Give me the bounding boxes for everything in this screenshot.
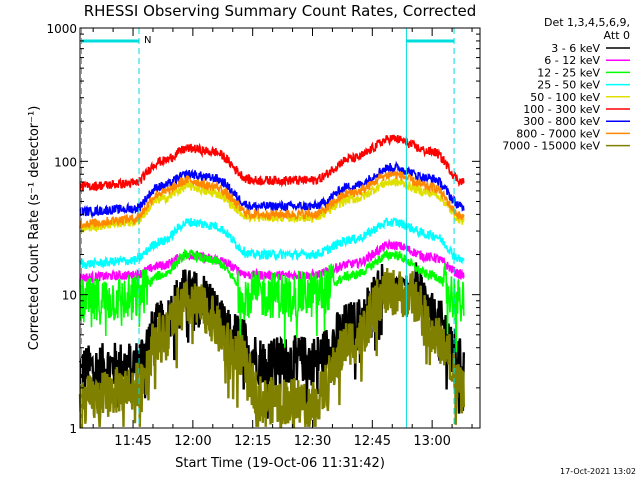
y-axis-label: Corrected Count Rate (s⁻¹ detector⁻¹) xyxy=(27,106,42,351)
legend-label: 3 - 6 keV xyxy=(551,42,600,55)
x-tick-label: 12:45 xyxy=(354,434,391,449)
legend-label: 300 - 800 keV xyxy=(523,115,600,128)
legend-label: 800 - 7000 keV xyxy=(516,127,600,140)
x-tick-label: 11:45 xyxy=(114,434,151,449)
x-tick-label: 12:00 xyxy=(174,434,211,449)
chart-title: RHESSI Observing Summary Count Rates, Co… xyxy=(84,2,477,20)
x-axis-label: Start Time (19-Oct-06 11:31:42) xyxy=(175,456,385,471)
series-line-8 xyxy=(78,267,465,429)
timestamp: 17-Oct-2021 13:02 xyxy=(560,467,636,476)
night-markers: N xyxy=(81,28,455,428)
y-tick-label: 100 xyxy=(54,155,77,169)
series-line-2 xyxy=(79,248,465,353)
x-axis: 11:45 12:00 12:15 12:30 12:45 13:00 xyxy=(92,28,473,449)
y-tick-label: 1000 xyxy=(46,22,77,36)
legend-header-line-2: Att 0 xyxy=(604,29,630,42)
legend-label: 100 - 300 keV xyxy=(523,103,600,116)
legend-label: 12 - 25 keV xyxy=(537,66,600,79)
x-tick-label: 12:15 xyxy=(234,434,271,449)
series-line-7 xyxy=(79,169,465,229)
legend-label: 25 - 50 keV xyxy=(537,79,600,92)
legend-label: 6 - 12 keV xyxy=(544,54,600,67)
series-layer xyxy=(78,134,465,429)
y-tick-label: 1 xyxy=(69,422,77,436)
series-line-5 xyxy=(79,134,465,192)
series-line-3 xyxy=(79,216,465,270)
night-label: N xyxy=(144,35,151,46)
legend-header-line-1: Det 1,3,4,5,6,9, xyxy=(544,16,630,29)
y-tick-label: 10 xyxy=(62,289,77,303)
legend-label: 7000 - 15000 keV xyxy=(502,140,600,153)
legend-label: 50 - 100 keV xyxy=(530,91,600,104)
y-axis: 1 10 100 1000 xyxy=(46,22,480,436)
plot-frame xyxy=(79,27,481,429)
x-tick-label: 12:30 xyxy=(294,434,331,449)
x-tick-label: 13:00 xyxy=(413,434,450,449)
